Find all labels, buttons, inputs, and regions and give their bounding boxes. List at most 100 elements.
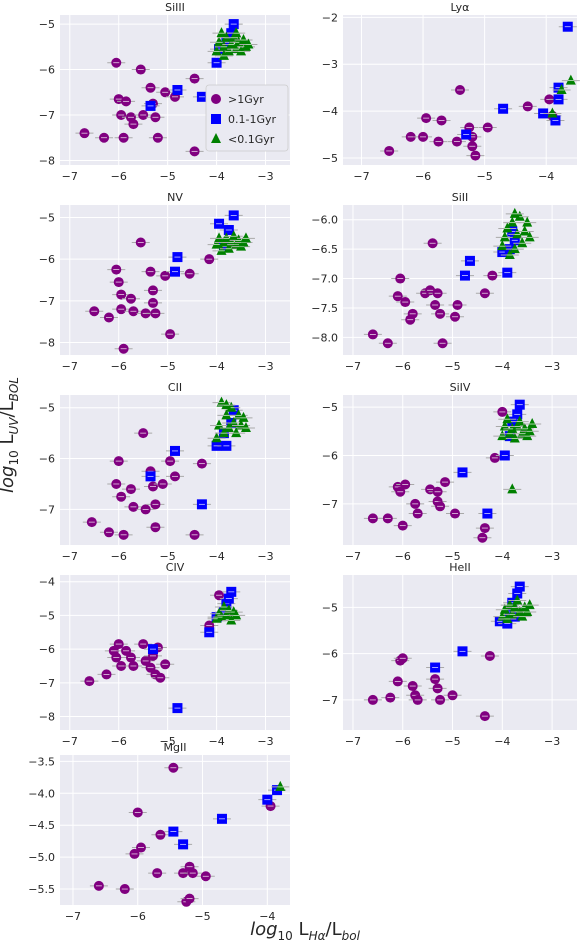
y-tick-label: −5 <box>39 402 55 415</box>
x-tick-label: −7 <box>345 360 361 373</box>
panel-siiii: −7 −6 −5 −4 −3 −8 −7 −6 −5 SiIII >1Gyr 0.1-1Gyr <0.1… <box>39 1 290 183</box>
x-tick-label: −7 <box>353 170 369 183</box>
y-tick-label: −8 <box>39 711 55 724</box>
y-tick-label: −4 <box>322 105 338 118</box>
panel-heii: −7 −6 −5 −4 −3 −7 −6 −5 HeII <box>322 561 577 748</box>
data-point <box>221 399 232 410</box>
data-point <box>216 244 227 255</box>
data-point <box>522 216 533 227</box>
y-tick-label: −7 <box>39 677 55 690</box>
y-tick-label: −8.0 <box>311 331 338 344</box>
legend-box <box>205 84 289 152</box>
x-tick-label: −3 <box>257 170 273 183</box>
y-tick-label: −4.5 <box>28 819 55 832</box>
data-point <box>509 243 520 254</box>
data-point <box>524 231 535 242</box>
y-tick-label: −5 <box>322 401 338 414</box>
y-tick-label: −6.5 <box>311 243 338 256</box>
data-point <box>499 603 510 614</box>
y-tick-label: −7 <box>39 295 55 308</box>
data-point <box>565 74 576 85</box>
y-tick-label: −7 <box>39 109 55 122</box>
x-tick-label: −4 <box>208 550 224 563</box>
x-tick-label: −7 <box>65 910 81 923</box>
y-tick-label: −4 <box>39 576 55 589</box>
y-tick-label: −5 <box>39 18 55 31</box>
data-point <box>275 780 286 791</box>
panel-title: CIV <box>166 561 185 574</box>
x-tick-label: −3 <box>257 735 273 748</box>
x-tick-label: −4 <box>208 170 224 183</box>
data-point <box>524 425 535 436</box>
panel-title: MgII <box>164 741 187 754</box>
panel-title: NV <box>167 191 183 204</box>
legend-marker-circle <box>211 94 221 104</box>
y-tick-label: −6 <box>322 449 338 462</box>
data-point <box>502 413 513 424</box>
y-tick-label: −5 <box>322 152 338 165</box>
x-tick-label: −5 <box>160 735 176 748</box>
data-point <box>223 242 234 253</box>
y-tick-label: −2 <box>322 11 338 24</box>
data-point <box>517 610 528 621</box>
x-tick-label: −7 <box>62 170 78 183</box>
data-point <box>218 49 229 60</box>
y-tick-label: −7 <box>322 694 338 707</box>
data-point <box>216 27 227 38</box>
y-tick-label: −6 <box>322 648 338 661</box>
data-point <box>214 419 225 430</box>
data-point <box>497 430 508 441</box>
y-tick-label: −3 <box>322 58 338 71</box>
x-tick-label: −6 <box>395 360 411 373</box>
x-tick-label: −6 <box>111 170 127 183</box>
data-point <box>218 601 229 612</box>
legend-marker-triangle <box>211 133 221 143</box>
panel-cii: −7 −6 −5 −4 −3 −7 −6 −5 CII <box>39 381 290 563</box>
x-tick-label: −5 <box>477 170 493 183</box>
data-point <box>507 216 518 227</box>
legend-label: 0.1-1Gyr <box>228 113 276 126</box>
x-tick-label: −6 <box>111 550 127 563</box>
data-point <box>507 483 518 494</box>
x-tick-label: −3 <box>544 550 560 563</box>
data-point <box>509 432 520 443</box>
data-point <box>240 232 251 243</box>
y-tick-label: −6.0 <box>311 214 338 227</box>
x-tick-label: −5 <box>194 910 210 923</box>
panel-background <box>60 395 290 545</box>
data-point <box>211 238 222 249</box>
data-point <box>214 36 225 47</box>
panel-background <box>60 205 290 355</box>
y-axis-label: log10 LUV/LBOL <box>0 377 21 493</box>
panel-title: SiIII <box>165 1 185 14</box>
panel-siii: −7 −6 −5 −4 −3 −8.0 −7.5 −7.0 −6.5 −6.0 SiII <box>311 191 577 373</box>
data-point <box>509 601 520 612</box>
y-tick-label: −5 <box>39 609 55 622</box>
x-tick-label: −4 <box>208 360 224 373</box>
data-point <box>221 409 232 420</box>
panel-title: HeII <box>449 561 471 574</box>
data-point <box>211 45 222 56</box>
x-axis-label: log10 LHα/Lbol <box>250 919 360 943</box>
y-tick-label: −5 <box>322 601 338 614</box>
x-tick-label: −6 <box>415 170 431 183</box>
data-point <box>226 401 237 412</box>
data-point <box>231 609 242 620</box>
data-point <box>228 416 239 427</box>
y-tick-label: −6 <box>39 253 55 266</box>
x-tick-label: −6 <box>395 735 411 748</box>
x-tick-label: −7 <box>345 550 361 563</box>
data-point <box>223 422 234 433</box>
data-point <box>502 222 513 233</box>
x-tick-label: −4 <box>494 360 510 373</box>
data-point <box>524 599 535 610</box>
x-tick-label: −6 <box>395 550 411 563</box>
y-tick-label: −5.5 <box>28 883 55 896</box>
data-point <box>221 31 232 42</box>
data-point <box>218 427 229 438</box>
data-point <box>522 606 533 617</box>
y-tick-label: −3.5 <box>28 755 55 768</box>
y-tick-label: −4.0 <box>28 787 55 800</box>
x-tick-label: −3 <box>544 735 560 748</box>
